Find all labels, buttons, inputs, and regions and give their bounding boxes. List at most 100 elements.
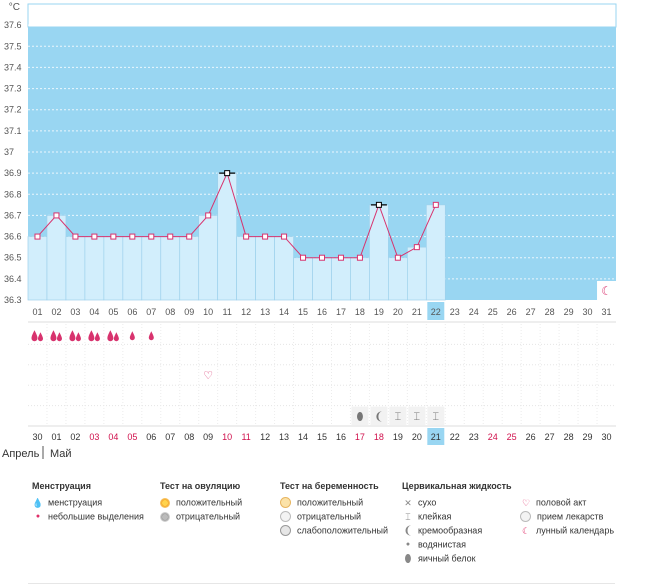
cervical-fluid-cell <box>351 406 369 425</box>
calendar-date-label: 03 <box>89 432 99 442</box>
temperature-point <box>394 254 401 261</box>
temperature-point <box>205 212 212 219</box>
y-tick-label: 37.4 <box>4 62 22 72</box>
legend-title-menstruation: Менструация <box>32 481 91 491</box>
temperature-point <box>186 233 193 240</box>
legend-other: ♡ половой акт прием лекарств ☾ лунный кале… <box>520 495 614 537</box>
temperature-point <box>413 244 420 251</box>
temperature-point <box>243 233 250 240</box>
temperature-point <box>375 201 382 208</box>
calendar-date-label: 26 <box>526 432 536 442</box>
calendar-date-label: 20 <box>412 432 422 442</box>
y-tick-label: 37.6 <box>4 20 22 30</box>
month-label-april: Апрель <box>2 448 40 460</box>
cycle-day-label: 12 <box>241 307 251 317</box>
temperature-point <box>53 212 60 219</box>
legend-item-sticky: ⌶ клейкая <box>402 509 512 523</box>
creamy-icon: ❨ <box>403 524 413 537</box>
temperature-point <box>356 254 363 261</box>
cycle-day-label: 11 <box>222 307 231 317</box>
calendar-date-label: 10 <box>222 432 232 442</box>
creamy-icon: ❨ <box>374 411 383 423</box>
cycle-day-label: 26 <box>507 307 517 317</box>
moon-icon: ☾ <box>521 525 531 536</box>
temperature-point <box>129 233 136 240</box>
y-tick-label: 36.9 <box>4 168 22 178</box>
symptom-grid <box>28 324 616 427</box>
heart-icon: ♡ <box>203 370 213 382</box>
symptom-symbols: ♡ ⬮ ❨ ⌶ ⌶ ⌶ <box>31 330 445 425</box>
cycle-day-label: 25 <box>488 307 498 317</box>
calendar-date-label: 16 <box>336 432 346 442</box>
ovulation-positive-icon <box>160 497 170 508</box>
spotting-drop-icon <box>129 331 135 341</box>
calendar-date-label: 18 <box>374 432 384 442</box>
calendar-date-label: 05 <box>127 432 137 442</box>
calendar-date-label: 29 <box>583 432 593 442</box>
menstruation-drop-icon <box>88 330 95 342</box>
calendar-date-label: 30 <box>602 432 612 442</box>
pill-icon <box>520 511 531 523</box>
menstruation-drop-icon <box>56 332 62 342</box>
cycle-day-label: 13 <box>260 307 270 317</box>
cycle-day-label: 15 <box>298 307 308 317</box>
temperature-bar <box>122 236 143 301</box>
cycle-day-label: 19 <box>374 307 384 317</box>
y-tick-label: 36.4 <box>4 274 22 284</box>
temperature-point <box>337 254 344 261</box>
legend-menstruation: Менструация 💧 менструация ● небольшие выде… <box>32 481 144 523</box>
calendar-date-row: 30 01 02 03 04 05 06 07 08 09 10 11 12 13 14 15 16 17 18 19… <box>32 428 612 445</box>
cycle-day-label: 23 <box>450 307 460 317</box>
temperature-bar <box>65 236 86 301</box>
temperature-bar <box>198 215 219 301</box>
calendar-date-label: 27 <box>545 432 555 442</box>
heart-icon: ♡ <box>521 497 531 508</box>
temperature-bar <box>274 236 294 301</box>
calendar-date-label: 28 <box>564 432 574 442</box>
cycle-day-label: 20 <box>393 307 403 317</box>
legend-item-menstruation: 💧 менструация <box>32 497 103 508</box>
temperature-unit-label: °C <box>9 2 20 13</box>
y-tick-label: 36.8 <box>4 189 22 199</box>
calendar-date-label: 25 <box>507 432 517 442</box>
temperature-bars <box>27 172 446 301</box>
menstruation-drop-icon <box>37 332 43 342</box>
temperature-bar <box>388 257 408 301</box>
cycle-day-label: 03 <box>70 307 80 317</box>
calendar-date-label: 13 <box>279 432 289 442</box>
egg-white-icon: ⬮ <box>404 552 412 565</box>
calendar-date-label: 21 <box>431 432 441 442</box>
plot-top-band <box>27 3 617 28</box>
legend-item-moon: ☾ лунный календарь <box>521 525 615 536</box>
cervical-fluid-cell <box>427 406 445 425</box>
legend-item-pregnancy-negative: отрицательный <box>280 509 388 523</box>
calendar-date-label: 30 <box>32 432 42 442</box>
cycle-day-row: 01 02 03 04 05 06 07 08 09 10 11 12 13 14 15 16 17 18 19 20… <box>28 302 616 323</box>
temperature-point <box>432 201 439 208</box>
y-tick-label: 37.3 <box>4 84 22 94</box>
calendar-date-label: 11 <box>241 432 250 442</box>
calendar-date-label: 15 <box>317 432 327 442</box>
legend-item-intercourse: ♡ половой акт <box>521 497 587 508</box>
cycle-day-label: 31 <box>602 307 612 317</box>
calendar-date-label: 06 <box>146 432 156 442</box>
sticky-icon: ⌶ <box>405 511 411 522</box>
calendar-date-label: 02 <box>70 432 80 442</box>
temperature-bar <box>293 257 313 301</box>
y-tick-label: 36.6 <box>4 232 22 242</box>
cervical-fluid-cell <box>370 406 388 425</box>
legend-item-pregnancy-positive: положительный <box>280 495 388 509</box>
calendar-date-label: 04 <box>108 432 118 442</box>
temperature-bar <box>141 236 162 301</box>
calendar-date-label: 14 <box>298 432 308 442</box>
temperature-point <box>110 233 117 240</box>
cycle-day-label: 17 <box>336 307 346 317</box>
sticky-icon: ⌶ <box>395 411 402 423</box>
temperature-line <box>37 171 437 259</box>
cycle-day-label: 05 <box>108 307 118 317</box>
temperature-point <box>262 233 269 240</box>
temperature-bar <box>369 204 389 301</box>
current-day-cell <box>427 302 445 320</box>
month-labels: Апрель Май <box>2 446 72 460</box>
temperature-point <box>319 254 325 261</box>
